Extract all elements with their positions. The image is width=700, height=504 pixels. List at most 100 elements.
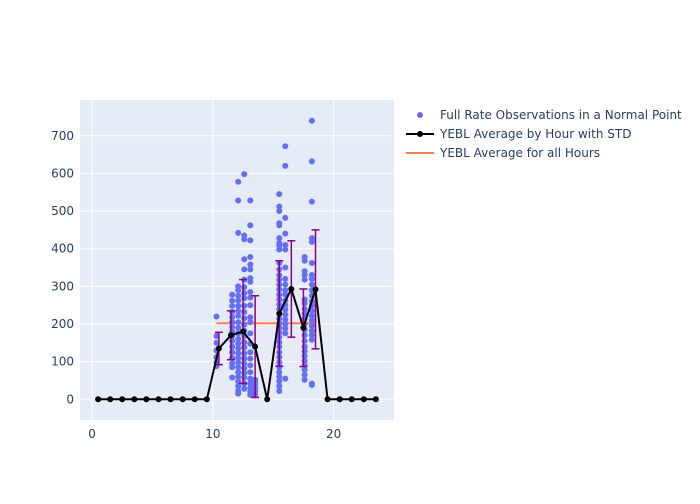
scatter-point	[308, 332, 315, 339]
average-marker	[324, 396, 331, 403]
x-tick-label: 20	[326, 427, 341, 441]
y-tick-label: 500	[51, 204, 74, 218]
grid-lines	[80, 100, 394, 420]
legend-label: YEBL Average by Hour with STD	[439, 127, 631, 141]
legend-label: YEBL Average for all Hours	[439, 146, 600, 160]
average-marker	[300, 324, 307, 331]
scatter-point	[301, 257, 308, 264]
average-marker	[360, 396, 367, 403]
scatter-point	[235, 307, 242, 314]
scatter-point	[276, 373, 283, 380]
scatter-point	[276, 203, 283, 210]
scatter-point	[241, 350, 248, 357]
scatter-point	[308, 158, 315, 165]
scatter-point	[213, 333, 220, 340]
scatter-point	[229, 302, 236, 309]
scatter-point	[282, 316, 289, 323]
scatter-point	[301, 376, 308, 383]
scatter-point	[276, 191, 283, 198]
scatter-point	[308, 336, 315, 343]
scatter-point	[247, 330, 254, 337]
scatter-point	[282, 246, 289, 253]
y-tick-label: 600	[51, 166, 74, 180]
x-tick-label: 0	[88, 427, 96, 441]
scatter-point	[247, 197, 254, 204]
scatter-point	[241, 295, 248, 302]
scatter-point	[235, 340, 242, 347]
scatter-point	[301, 371, 308, 378]
scatter-point	[241, 236, 248, 243]
scatter-point	[235, 287, 242, 294]
average-marker	[264, 396, 271, 403]
scatter-point	[276, 208, 283, 215]
scatter-point	[308, 281, 315, 288]
y-tick-label: 300	[51, 279, 74, 293]
y-tick-label: 100	[51, 355, 74, 369]
y-tick-label: 0	[66, 392, 74, 406]
legend-line-marker	[417, 131, 423, 137]
legend[interactable]: Full Rate Observations in a Normal Point…	[406, 108, 682, 160]
scatter-point	[247, 314, 254, 321]
scatter-point	[276, 378, 283, 385]
scatter-point	[308, 307, 315, 314]
scatter-point	[282, 311, 289, 318]
scatter-point	[247, 237, 254, 244]
scatter-point	[235, 378, 242, 385]
scatter-point	[282, 143, 289, 150]
scatter-point	[282, 281, 289, 288]
scatter-point	[241, 290, 248, 297]
scatter-point	[235, 383, 242, 390]
scatter-point	[282, 264, 289, 271]
scatter-point	[229, 297, 236, 304]
scatter-point	[247, 278, 254, 285]
scatter-point	[235, 345, 242, 352]
scatter-point	[301, 272, 308, 279]
scatter-point	[301, 337, 308, 344]
scatter-point	[235, 364, 242, 371]
scatter-point	[247, 253, 254, 260]
scatter-point	[308, 260, 315, 267]
average-marker	[348, 396, 355, 403]
average-marker	[312, 286, 319, 293]
x-tick-label: 10	[205, 427, 220, 441]
scatter-point	[247, 391, 254, 398]
scatter-point	[308, 117, 315, 124]
scatter-point	[276, 246, 283, 253]
scatter-point	[301, 366, 308, 373]
scatter-point	[308, 275, 315, 282]
average-marker	[215, 345, 222, 352]
scatter-point	[301, 332, 308, 339]
hourly-average-line	[95, 285, 379, 403]
scatter-point	[241, 266, 248, 273]
scatter-point	[241, 256, 248, 263]
scatter-point	[229, 343, 236, 350]
scatter-point	[213, 313, 220, 320]
scatter-point	[247, 355, 254, 362]
scatter-point	[229, 291, 236, 298]
average-marker	[240, 328, 247, 335]
scatter-point	[276, 388, 283, 395]
scatter-point	[241, 374, 248, 381]
scatter-point	[235, 302, 242, 309]
scatter-point	[235, 373, 242, 380]
scatter-point	[308, 381, 315, 388]
scatter-point	[235, 197, 242, 204]
scatter-point	[282, 241, 289, 248]
average-marker	[276, 310, 283, 317]
average-marker	[288, 285, 295, 292]
scatter-point	[235, 369, 242, 376]
scatter-point	[241, 284, 248, 291]
scatter-point	[235, 312, 242, 319]
scatter-point	[235, 324, 242, 331]
average-marker	[252, 343, 259, 350]
scatter-point	[308, 238, 315, 245]
scatter-point	[247, 375, 254, 382]
scatter-point	[235, 292, 242, 299]
scatter-point	[247, 261, 254, 268]
scatter-point	[247, 349, 254, 356]
scatter-point	[247, 222, 254, 229]
scatter-point	[276, 235, 283, 242]
average-marker	[107, 396, 114, 403]
